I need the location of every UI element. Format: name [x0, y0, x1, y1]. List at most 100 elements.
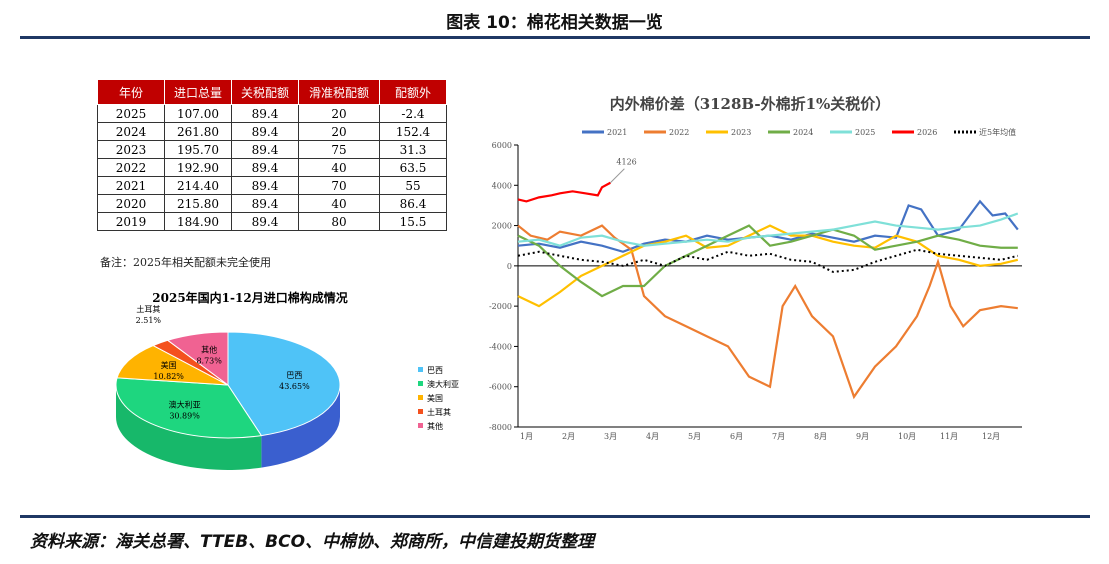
table-cell: 2024	[97, 122, 165, 141]
table-cell: 70	[298, 176, 380, 195]
table-cell: 89.4	[231, 194, 299, 213]
table-cell: 20	[298, 122, 380, 141]
table-row: 2019 184.90 89.4 80 15.5	[97, 212, 447, 231]
line-title: 内外棉价差（3128B-外棉折1%关税价）	[610, 95, 891, 113]
legend-swatch	[418, 367, 423, 372]
pie-label-name: 美国	[161, 360, 177, 370]
source-note: 资料来源：海关总署、TTEB、BCO、中棉协、郑商所，中信建投期货整理	[30, 532, 595, 552]
table-cell: 89.4	[231, 104, 299, 123]
legend-label: 澳大利亚	[427, 379, 459, 389]
table-cell: 89.4	[231, 176, 299, 195]
series-line-2025	[517, 212, 1019, 247]
table-cell: 2020	[97, 194, 165, 213]
table-cell: 80	[298, 212, 380, 231]
table-cell: 214.40	[164, 176, 232, 195]
table-cell: 40	[298, 158, 380, 177]
series-line-2023	[517, 224, 1019, 308]
pie-side	[261, 385, 340, 468]
table-cell: 89.4	[231, 122, 299, 141]
table-cell: 107.00	[164, 104, 232, 123]
pie-label-name: 其他	[201, 344, 217, 354]
pie-label-value: 30.89%	[169, 411, 200, 420]
x-tick-label: 8月	[814, 432, 827, 441]
legend-label: 其他	[427, 421, 443, 431]
x-tick-label: 3月	[604, 432, 617, 441]
table-cell: 2021	[97, 176, 165, 195]
table-cell: 63.5	[379, 158, 447, 177]
line-chart: 内外棉价差（3128B-外棉折1%关税价） 2021 2022 2023 2024 202…	[489, 95, 1022, 441]
table-cell: 75	[298, 140, 380, 159]
annotation-label: 4126	[616, 158, 636, 167]
table-cell: 2019	[97, 212, 165, 231]
pie-label-name: 土耳其	[136, 304, 160, 314]
y-tick-label: 0	[507, 262, 512, 271]
column-header: 配额外	[379, 79, 447, 105]
pie-label-value: 43.65%	[279, 382, 310, 391]
legend-swatch	[418, 381, 423, 386]
table-row: 2021 214.40 89.4 70 55	[97, 176, 447, 195]
series-line-2026	[517, 181, 611, 203]
legend-swatch	[418, 395, 423, 400]
pie-slice	[166, 331, 229, 386]
legend-label: 2022	[669, 128, 689, 137]
table-cell: 86.4	[379, 194, 447, 213]
figure-title: 图表 10：棉花相关数据一览	[446, 13, 663, 33]
x-tick-label: 4月	[646, 432, 659, 441]
pie-label-value: 10.82%	[153, 372, 184, 381]
y-tick-label: -8000	[489, 423, 512, 432]
y-tick-label: -6000	[489, 383, 512, 392]
pie-label-value: 2.51%	[136, 316, 162, 325]
table-cell: 195.70	[164, 140, 232, 159]
y-tick-label: 6000	[492, 141, 512, 150]
series-line-2024	[517, 224, 1018, 298]
table-row: 2020 215.80 89.4 40 86.4	[97, 194, 447, 213]
table-note: 备注：2025年相关配额未完全使用	[100, 256, 271, 269]
y-tick-label: 2000	[492, 222, 512, 231]
table-row: 2024 261.80 89.4 20 152.4	[97, 122, 447, 141]
x-tick-label: 11月	[940, 432, 958, 441]
table-cell: 40	[298, 194, 380, 213]
y-tick-label: -2000	[489, 302, 512, 311]
table-cell: 20	[298, 104, 380, 123]
x-tick-label: 6月	[730, 432, 743, 441]
table-cell: 152.4	[379, 122, 447, 141]
x-tick-label: 2月	[562, 432, 575, 441]
x-tick-label: 7月	[772, 432, 785, 441]
y-tick-label: 4000	[492, 181, 512, 190]
legend-label: 2023	[731, 128, 751, 137]
table-cell: 31.3	[379, 140, 447, 159]
pie-title: 2025年国内1-12月进口棉构成情况	[152, 290, 347, 305]
table-cell: 55	[379, 176, 447, 195]
bottom-rule	[20, 515, 1090, 518]
pie-slice	[115, 377, 263, 439]
x-tick-label: 12月	[982, 432, 1000, 441]
table-cell: -2.4	[379, 104, 447, 123]
legend-label: 巴西	[427, 366, 443, 375]
legend-swatch	[418, 423, 423, 428]
quota-table: 年份 进口总量 关税配额 滑准税配额 配额外 2025 107.00 89.4 20 -2.4 2…	[97, 79, 447, 231]
legend-label: 近5年均值	[979, 127, 1016, 137]
legend-label: 2026	[917, 128, 937, 137]
pie-label-value: 8.73%	[196, 356, 222, 365]
column-header: 滑准税配额	[298, 79, 380, 105]
pie-slice	[227, 331, 341, 437]
legend-swatch	[418, 409, 423, 414]
annotation-leader	[610, 168, 625, 184]
pie-label-name: 巴西	[286, 371, 302, 380]
x-tick-label: 1月	[520, 432, 533, 441]
table-cell: 261.80	[164, 122, 232, 141]
column-header: 关税配额	[231, 79, 299, 105]
legend-label: 2025	[855, 128, 875, 137]
y-tick-label: -4000	[489, 342, 512, 351]
legend-label: 美国	[427, 393, 443, 403]
column-header: 进口总量	[164, 79, 232, 105]
table-row: 2023 195.70 89.4 75 31.3	[97, 140, 447, 159]
legend-label: 土耳其	[427, 407, 451, 417]
table-cell: 89.4	[231, 140, 299, 159]
table-cell: 89.4	[231, 158, 299, 177]
legend-label: 2021	[607, 128, 627, 137]
pie-slice	[116, 344, 229, 386]
table-cell: 2022	[97, 158, 165, 177]
table-row: 2022 192.90 89.4 40 63.5	[97, 158, 447, 177]
